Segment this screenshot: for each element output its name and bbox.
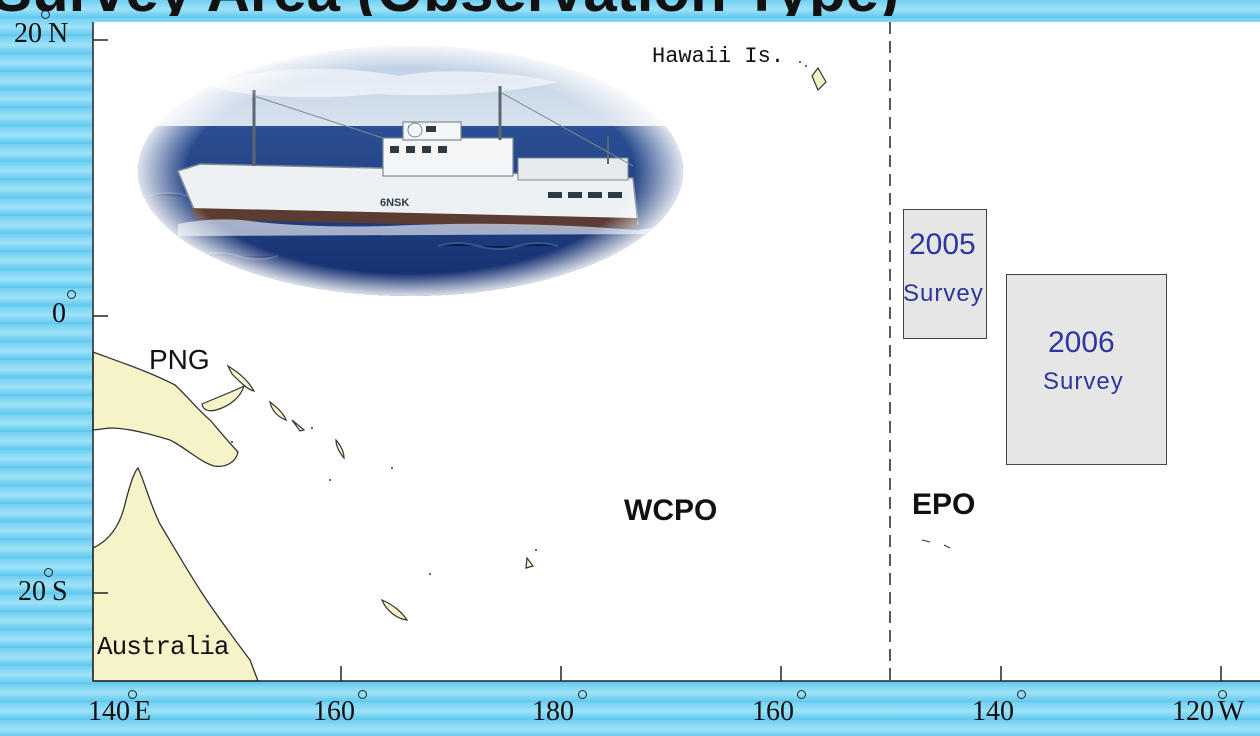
survey-area-2005 [903,209,987,339]
degree-icon [578,690,587,699]
degree-icon [358,690,367,699]
label-australia: Australia [97,632,229,662]
lat-value-eq: 0 [52,298,66,329]
lon-value-140w: 140 [972,696,1014,727]
survey-area-2006 [1006,274,1167,465]
survey-2005-label: Survey [903,280,984,307]
lat-label-eq: 0 [52,300,66,328]
lon-label-160w: 160 [752,698,794,726]
land-bougainville [269,400,287,421]
lat-label-20s: 20 S [18,578,68,606]
land-australia [92,466,259,682]
lon-label-120w: 120 W [1172,698,1244,726]
label-wcpo: WCPO [624,494,718,527]
land-vanuatu [335,438,345,460]
degree-icon [128,690,137,699]
degree-icon [1218,690,1227,699]
vessel-photo: 6NSK [138,46,683,296]
lat-hemisphere-n: N [48,18,69,49]
lon-hemisphere-e: E [134,696,152,727]
land-png [92,351,239,468]
lat-label-20n: 20 N [14,20,68,48]
land-fiji [525,556,535,569]
lat-hemisphere-s: S [52,576,68,607]
slide-title-strip: Survey Area (Observation Type) [0,0,1260,16]
label-hawaii: Hawaii Is. [652,44,785,69]
lat-value-20n: 20 [14,18,42,49]
land-hawaii [811,66,827,92]
lon-label-140w: 140 [972,698,1014,726]
lon-value-160e: 160 [313,696,355,727]
label-png: PNG [149,344,210,375]
degree-icon [1017,690,1026,699]
land-new-britain [201,384,245,412]
lon-value-140e: 140 [88,696,130,727]
lon-hemisphere-w: W [1218,696,1245,727]
slide-title: Survey Area (Observation Type) [0,0,899,16]
lon-value-120w: 120 [1172,696,1214,727]
lon-label-180: 180 [532,698,574,726]
label-epo: EPO [912,488,976,521]
land-new-caledonia [380,598,409,621]
lon-label-140e: 140 E [88,698,151,726]
lon-value-180: 180 [532,696,574,727]
land-new-ireland [226,364,256,392]
degree-icon [797,690,806,699]
degree-icon [67,290,76,299]
survey-2006-year: 2006 [1048,326,1115,359]
land-solomon [291,419,306,432]
degree-icon [41,10,50,19]
degree-icon [44,568,53,577]
survey-2005-year: 2005 [909,228,976,261]
small-islands [231,61,951,575]
survey-2006-label: Survey [1043,368,1124,395]
lon-label-160e: 160 [313,698,355,726]
lon-value-160w: 160 [752,696,794,727]
lat-value-20s: 20 [18,576,46,607]
